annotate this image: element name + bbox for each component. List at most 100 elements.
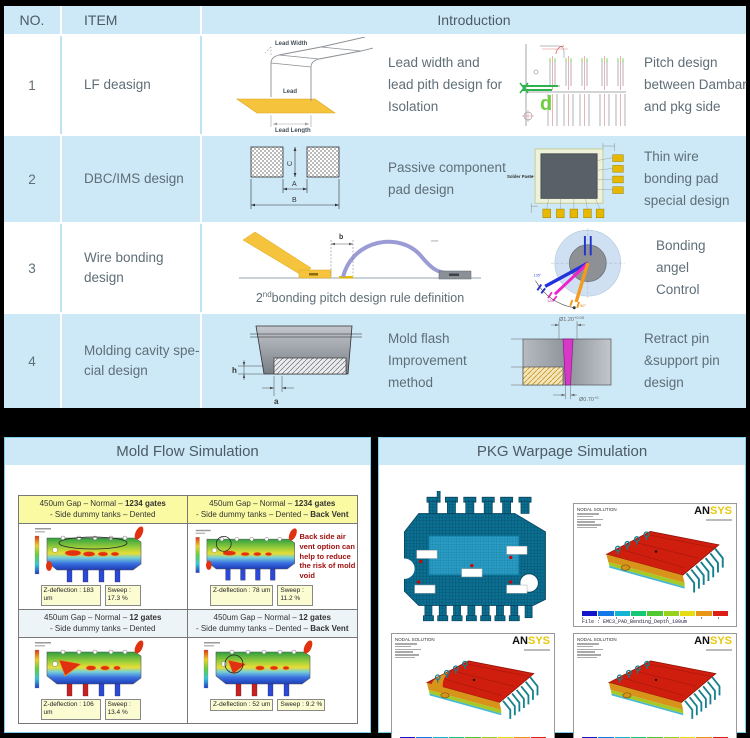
sim-labels: Z-deflection : 52 um Sweep : 9.2 % [209,699,357,712]
pin-dim-bottom-tol: +0 [594,395,599,400]
bond-wire [341,240,450,278]
intro-text-1: Mold flash Improvement method [388,330,467,391]
lead-width-label: Lead Width [275,41,308,47]
sweep-label: Sweep : 11.2 % [277,585,314,606]
intro-text-2-span: Pitch design between Dambar and pkg side [644,54,747,115]
caption-base: 2 [255,291,263,306]
ansys-view-2: NODAL SOLUTION ANSYS [391,633,555,738]
h2-prefix: - Side dummy tanks – Dented [50,623,156,633]
probe-dots [417,555,513,584]
row-intro: C A B Passive component pad design [202,136,750,222]
file-caption: File : EMC3_PAD_Bending_Depth_100um [582,619,688,625]
row-item-label: LF deasign [62,36,202,134]
warpage-body: NODAL SOLUTION ANSYS [379,467,745,738]
sweep-label: Sweep : 9.2 % [277,699,326,712]
zdeflection-label: Z-deflection : 183 um [40,585,101,606]
wire-blue [544,261,589,288]
color-scale-bar [582,611,728,616]
gate-blob [303,640,313,654]
svg-text:135°: 135° [534,273,542,278]
row-item-label: Molding cavity spe-cial design [62,314,202,408]
header-item: ITEM [62,6,202,34]
mold-flow-sim-image-1 [34,526,143,583]
ansys-logo: ANSYS [512,636,550,651]
wire-orange [574,262,590,303]
color-scale [195,537,200,573]
row-item-label: Wire bonding design [62,224,202,312]
right-pins [685,548,724,593]
dim-a-label: A [292,181,297,188]
h1-prefix: 450um Gap – Normal – [209,498,295,508]
ansys-version-line [524,649,550,651]
left-pins [614,531,650,555]
ansys-logo-yellow: SYS [709,635,732,647]
intro-text-1: Lead width and lead pith design for Isol… [388,54,503,115]
dim-a-label: a [274,397,279,406]
warpage-package-render [607,660,721,719]
lead-length-label: Lead Length [275,128,311,133]
svg-text:90°: 90° [580,303,586,308]
dim-h-label: h [232,366,237,375]
svg-text:wire: wire [431,238,439,243]
pad-left [250,146,284,178]
sim-cell-2: Z-deflection : 78 um Sweep : 11.2 % Back… [186,523,358,610]
warpage-package-render [425,660,539,719]
pin-dim-top: Ø1.20+0.05 [559,315,585,323]
h1-prefix: 450um Gap – Normal – [39,498,125,508]
h2-prefix: - Side dummy tanks – Dented [50,509,156,519]
cavity-diagram-wrap: h a [202,316,388,406]
warpage-package-render [605,531,724,593]
dambar-cad-wrap: d [506,42,634,128]
dbc-diagram-wrap: C A B [202,141,388,217]
pin-diagram-wrap: Ø1.20+0.05 Ø0.70+0 [506,315,634,407]
sim-cell-3: Z-deflection : 106 um Sweep : 13.4 % [17,637,188,724]
dim-b-label: B [292,197,297,204]
zdeflection-label: Z-deflection : 52 um [209,699,274,712]
intro-text-2: Pitch design between Dambar and pkg side [634,52,750,119]
sim-labels: Z-deflection : 183 um Sweep : 17.3 % [40,585,187,606]
pin-dim-top-tol: +0.05 [574,315,585,320]
sim-labels: Z-deflection : 78 um Sweep : 11.2 % [209,585,357,606]
intro-text-2: Thin wire bonding pad special design [634,146,750,213]
package-hole [622,692,632,699]
ansys-version-line [706,649,732,651]
intro-text-2-span: Thin wire bonding pad special design [644,148,730,209]
sim-wrap: Z-deflection : 52 um Sweep : 9.2 % [188,638,357,712]
warpage-title: PKG Warpage Simulation [379,438,745,467]
ansys-view-3: NODAL SOLUTION ANSYS [573,633,737,738]
mold-cavity-diagram: h a [232,325,362,406]
package-side-orange [606,554,685,583]
scale-ticks [582,617,728,619]
caption-rest: bonding pitch design rule definition [271,291,465,306]
header-no: NO. [4,6,62,34]
nodal-solution-label: NODAL SOLUTION [395,637,435,642]
solder-paste-label: Solder Paste [507,174,534,179]
svg-text:120°: 120° [547,298,555,303]
left-pins [434,660,468,683]
package-hole [440,692,450,699]
dbc-pad-diagram: C A B [250,146,340,209]
h1-bold: 1234 gates [294,498,336,508]
caption-sup: nd [262,290,272,300]
intro-text-2: Retract pin &support pin design [634,328,750,395]
warpage-panel: PKG Warpage Simulation [378,437,746,738]
h2-bold: Back Vent [310,623,349,633]
ansys-logo-black: AN [694,505,710,517]
nodal-solution-label: NODAL SOLUTION [577,637,617,642]
red-region [58,659,82,677]
item-text: LF deasign [84,76,151,92]
row-intro: b wire 2ndbonding pitch design rule defi… [202,224,746,312]
row-number: 2 [4,136,62,222]
dim-c-label: C [287,161,294,166]
h1-bold: 1234 gates [124,498,166,508]
bond-angle-wrap: 135° 120° 90° [518,225,646,311]
table-header-row: NO. ITEM Introduction [4,6,746,34]
ansys-logo: ANSYS [694,506,732,521]
package-top-face [605,531,720,576]
package-body [206,538,295,570]
intro-text-2-span: Retract pin &support pin design [644,330,720,391]
mold-flow-table: 450um Gap – Normal – 1234 gates - Side d… [17,495,358,724]
sim-cell-4: Z-deflection : 52 um Sweep : 9.2 % [186,637,358,724]
h2-prefix: - Side dummy tanks – Dented – [195,509,311,519]
pin-dim-bottom-value: Ø0.70 [579,397,594,403]
